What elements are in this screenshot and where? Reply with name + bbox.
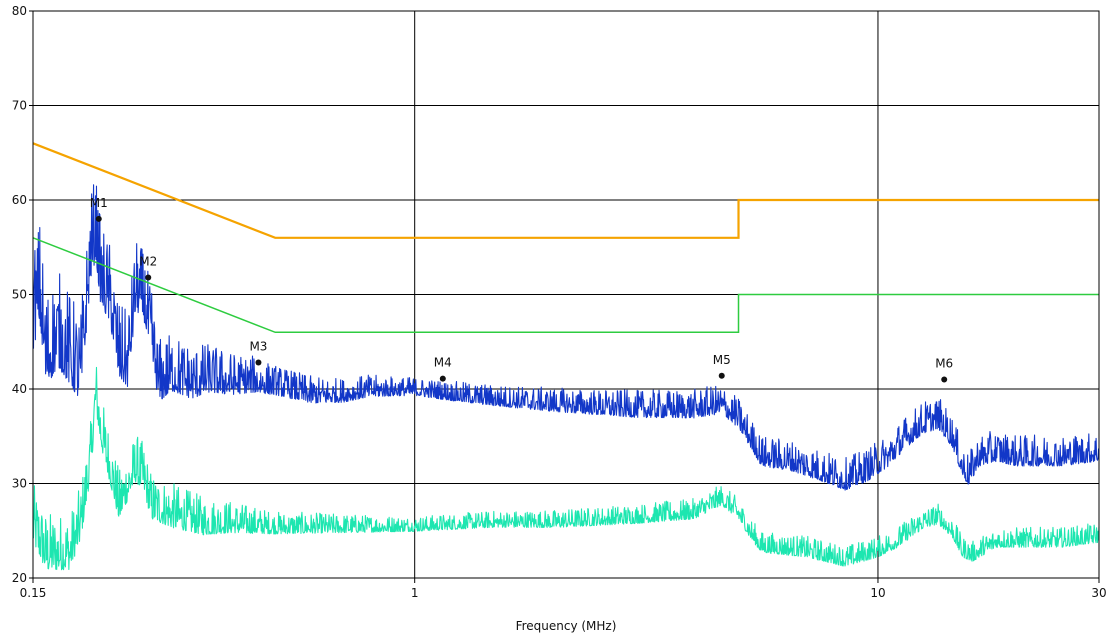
y-tick-label: 30 bbox=[12, 477, 27, 491]
marker-label-m4: M4 bbox=[434, 356, 452, 370]
series-layer bbox=[32, 184, 1100, 571]
y-tick-label: 40 bbox=[12, 382, 27, 396]
y-tick-label: 60 bbox=[12, 193, 27, 207]
marker-point-m5 bbox=[718, 372, 725, 379]
x-tick-label: 1 bbox=[411, 586, 419, 600]
marker-label-m2: M2 bbox=[139, 254, 157, 268]
series-line-2 bbox=[32, 366, 1100, 571]
marker-point-m4 bbox=[439, 375, 446, 382]
marker-label-m6: M6 bbox=[935, 357, 953, 371]
y-tick-label: 20 bbox=[12, 571, 27, 585]
x-tick-label: 10 bbox=[870, 586, 885, 600]
marker-point-m6 bbox=[941, 376, 948, 383]
marker-point-m1 bbox=[95, 215, 102, 222]
marker-label-m1: M1 bbox=[90, 196, 108, 210]
marker-label-m5: M5 bbox=[713, 353, 731, 367]
x-axis-title: Frequency (MHz) bbox=[516, 619, 617, 633]
x-tick-label: 0.15 bbox=[20, 586, 47, 600]
marker-label-m3: M3 bbox=[249, 340, 267, 354]
limit-line-1 bbox=[32, 142, 1099, 239]
marker-point-m2 bbox=[145, 274, 152, 281]
y-tick-label: 70 bbox=[12, 99, 27, 113]
series-line-1 bbox=[32, 184, 1100, 491]
y-tick-label: 50 bbox=[12, 288, 27, 302]
limit-line-2 bbox=[32, 237, 1099, 334]
x-tick-label: 30 bbox=[1091, 586, 1106, 600]
limit-lines bbox=[32, 142, 1099, 334]
tick-labels: 20 30 40 50 60 70 80 0.15 1 10 30 bbox=[12, 4, 1107, 600]
y-tick-label: 80 bbox=[12, 4, 27, 18]
markers: M1 M2 M3 M4 M5 M6 bbox=[90, 196, 953, 383]
marker-point-m3 bbox=[255, 359, 262, 366]
